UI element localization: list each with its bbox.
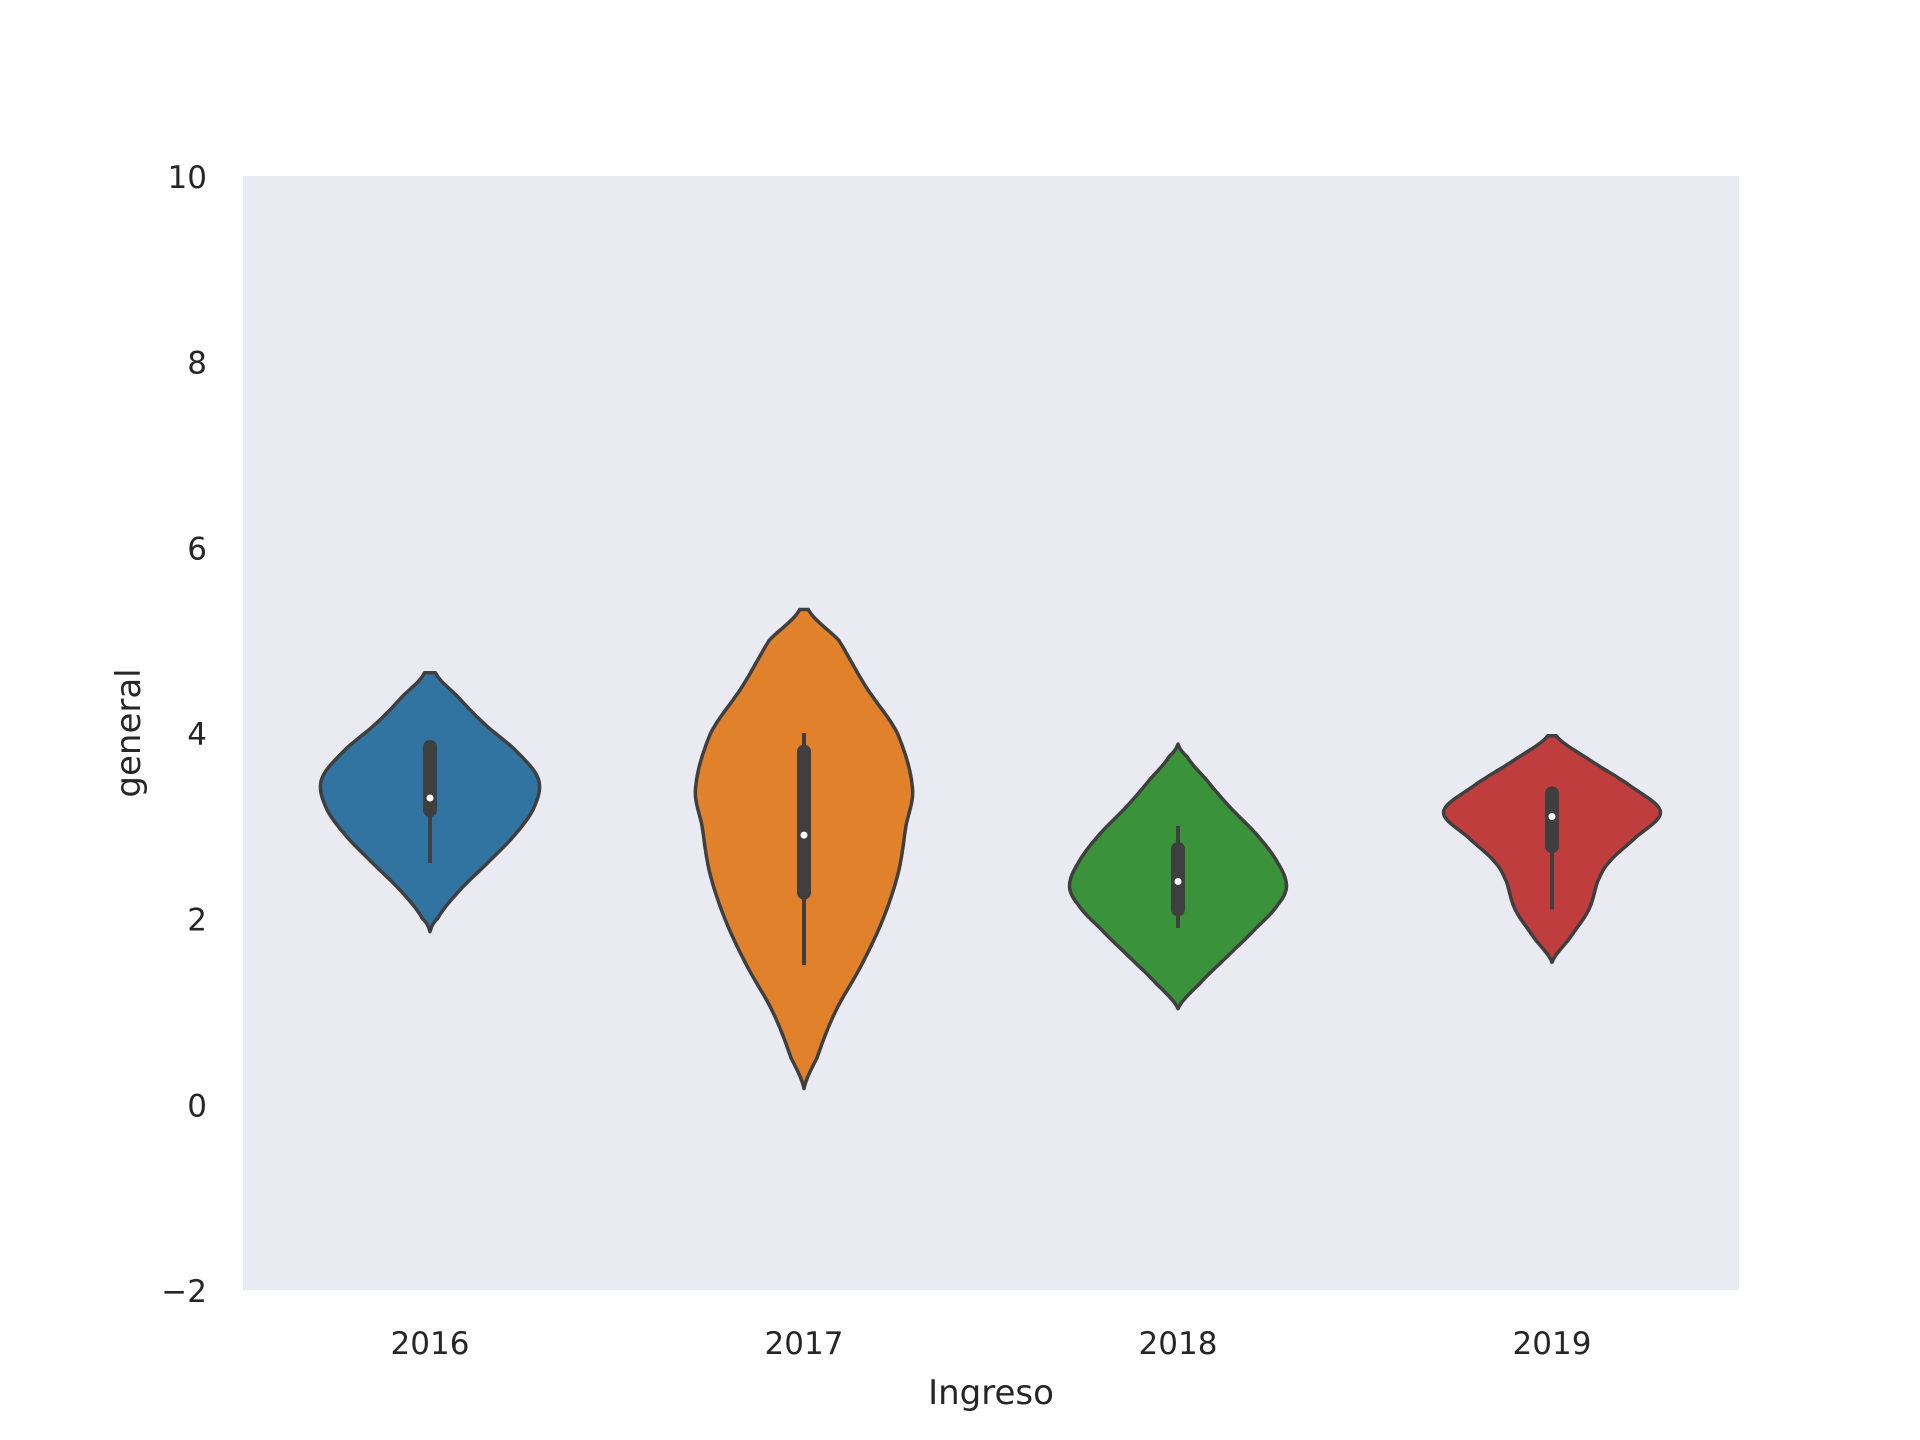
x-tick-labels: 2016 2017 2018 2019 [391,1326,1592,1362]
y-tick-labels: −2 0 2 4 6 8 10 [161,160,207,1310]
y-tick-label: 10 [168,160,207,196]
median-point-2018 [1174,878,1182,886]
median-point-2019 [1548,813,1556,821]
x-tick-label: 2019 [1513,1326,1592,1362]
median-point-2016 [426,794,434,802]
y-tick-label: 6 [187,531,207,567]
violins-group [318,607,1663,1091]
x-tick-label: 2018 [1139,1326,1218,1362]
x-tick-label: 2016 [391,1326,470,1362]
y-axis-label: general [109,668,149,797]
y-tick-label: 4 [187,717,207,753]
y-tick-label: 0 [187,1088,207,1124]
y-tick-label: 2 [187,903,207,939]
x-axis-label: Ingreso [928,1373,1054,1413]
x-tick-label: 2017 [765,1326,844,1362]
y-tick-label: 8 [187,346,207,382]
median-point-2017 [800,831,808,839]
y-tick-label: −2 [161,1274,207,1310]
